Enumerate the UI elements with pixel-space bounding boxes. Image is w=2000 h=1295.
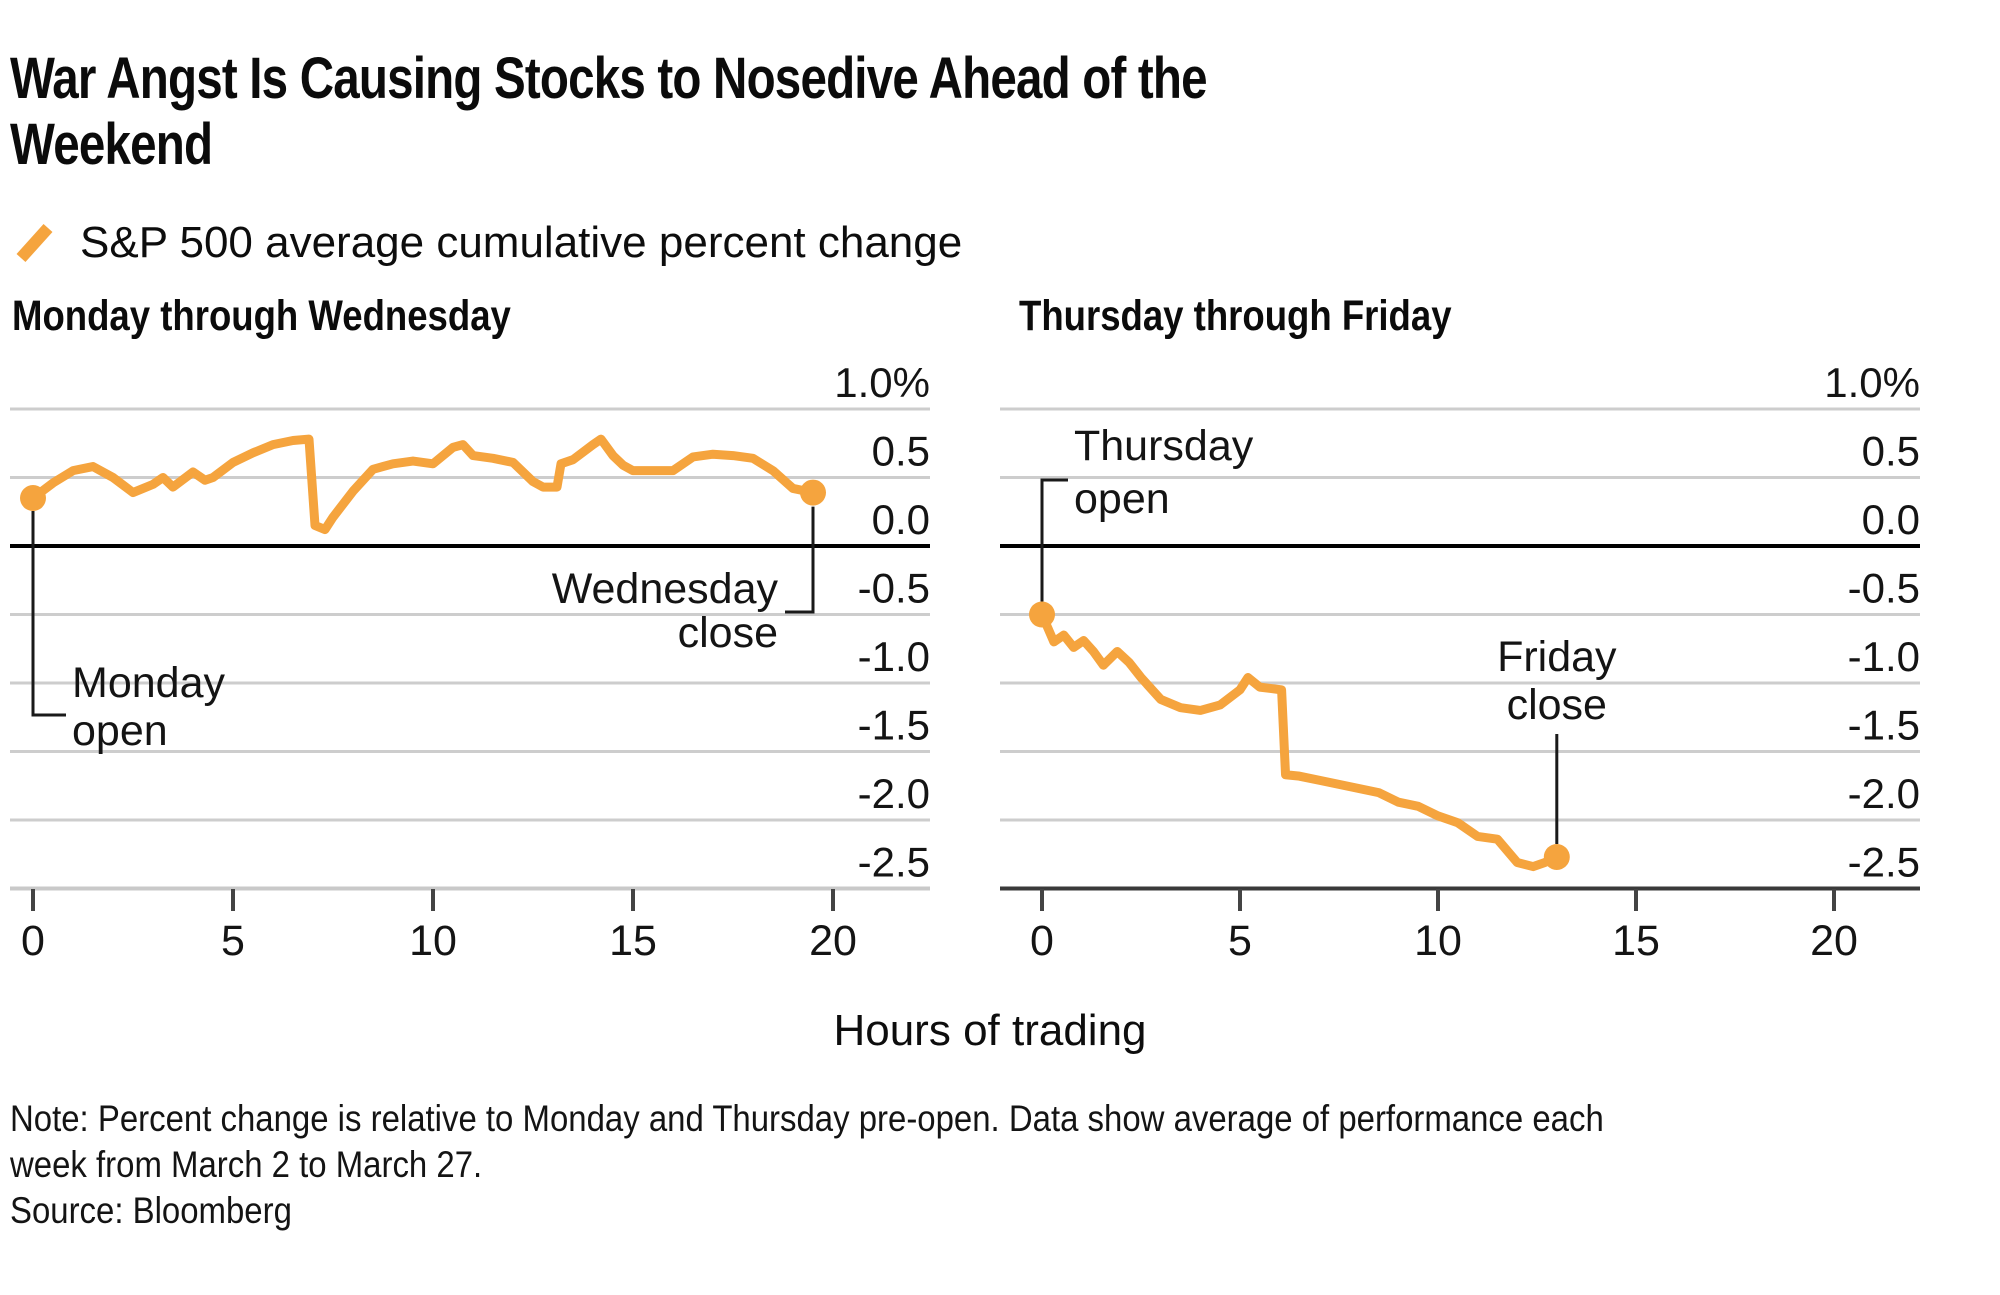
annotation-pointer-line [1040, 478, 1068, 602]
page-title-line2: Weekend [10, 112, 213, 177]
page-title: War Angst Is Causing Stocks to Nosedive … [10, 46, 1208, 178]
annotation-pointer-line [785, 506, 815, 614]
annotation-label: Wednesday [552, 565, 779, 613]
source-line: Source: Bloomberg [10, 1190, 292, 1231]
y-tick-label: -1.5 [1848, 702, 1920, 749]
x-tick-label: 15 [609, 917, 657, 965]
legend-label: S&P 500 average cumulative percent chang… [80, 218, 963, 267]
y-tick-label: 0.0 [1862, 496, 1920, 543]
y-tick-label: -0.5 [858, 565, 930, 612]
data-point-dot [800, 479, 826, 506]
annotation-pointer-line [31, 511, 66, 717]
annotation-label: open [1074, 475, 1170, 523]
note-line2: week from March 2 to March 27. [10, 1144, 483, 1185]
y-tick-label: -2.5 [858, 839, 930, 886]
x-tick-label: 0 [1030, 917, 1054, 965]
data-point-dot [1543, 843, 1570, 870]
annotation-label: Thursday [1074, 422, 1254, 470]
y-tick-label: -2.0 [858, 770, 930, 817]
panel-title-monday-wednesday: Monday through Wednesday [12, 292, 511, 340]
annotation-label: Monday [72, 659, 225, 707]
y-tick-label: -1.0 [1848, 633, 1920, 680]
y-tick-label: 1.0% [1824, 359, 1920, 406]
panel-title-thursday-friday: Thursday through Friday [1019, 292, 1452, 340]
x-tick-label: 20 [1810, 917, 1858, 965]
x-axis-title: Hours of trading [833, 1006, 1147, 1055]
chart-canvas-thursday-friday: 1.0% 0.5 0.0 -0.5 -1.0 -1.5 -2.0 -2.5 0 5 10 15 20 Th… [1000, 359, 1920, 965]
legend-slash-stroke [16, 223, 53, 263]
annotation-label: open [72, 707, 168, 755]
annotation-label: close [678, 609, 778, 657]
y-tick-label: -2.5 [1848, 839, 1920, 886]
footnote-block: Note: Percent change is relative to Mond… [10, 1096, 1604, 1234]
y-tick-label: -1.0 [858, 633, 930, 680]
x-tick-label: 5 [1228, 917, 1252, 965]
y-tick-label: -0.5 [1848, 565, 1920, 612]
annotation-label: close [1507, 681, 1607, 729]
note-line1: Note: Percent change is relative to Mond… [10, 1098, 1604, 1139]
chart-canvas-monday-wednesday: 1.0% 0.5 0.0 -0.5 -1.0 -1.5 -2.0 -2.5 0 5 10 15 20 Mo… [10, 359, 930, 965]
x-tick-label: 10 [409, 917, 457, 965]
page-title-line1: War Angst Is Causing Stocks to Nosedive … [10, 46, 1208, 111]
y-tick-label: -2.0 [1848, 770, 1920, 817]
x-tick-label: 20 [809, 917, 857, 965]
data-point-dot [1029, 601, 1055, 628]
y-tick-label: 0.5 [1862, 428, 1920, 475]
y-tick-label: 1.0% [834, 359, 930, 406]
x-tick-label: 15 [1612, 917, 1660, 965]
y-tick-label: 0.5 [872, 428, 930, 475]
x-tick-label: 0 [21, 917, 45, 965]
legend-line-swatch-icon [16, 223, 53, 263]
y-tick-label: -1.5 [858, 702, 930, 749]
x-tick-label: 10 [1414, 917, 1462, 965]
data-line [1037, 610, 1562, 872]
data-line [28, 434, 818, 535]
data-point-dot [20, 485, 46, 512]
y-tick-label: 0.0 [872, 496, 930, 543]
legend: S&P 500 average cumulative percent chang… [14, 218, 962, 268]
annotation-label: Friday [1497, 633, 1617, 681]
x-tick-label: 5 [221, 917, 245, 965]
